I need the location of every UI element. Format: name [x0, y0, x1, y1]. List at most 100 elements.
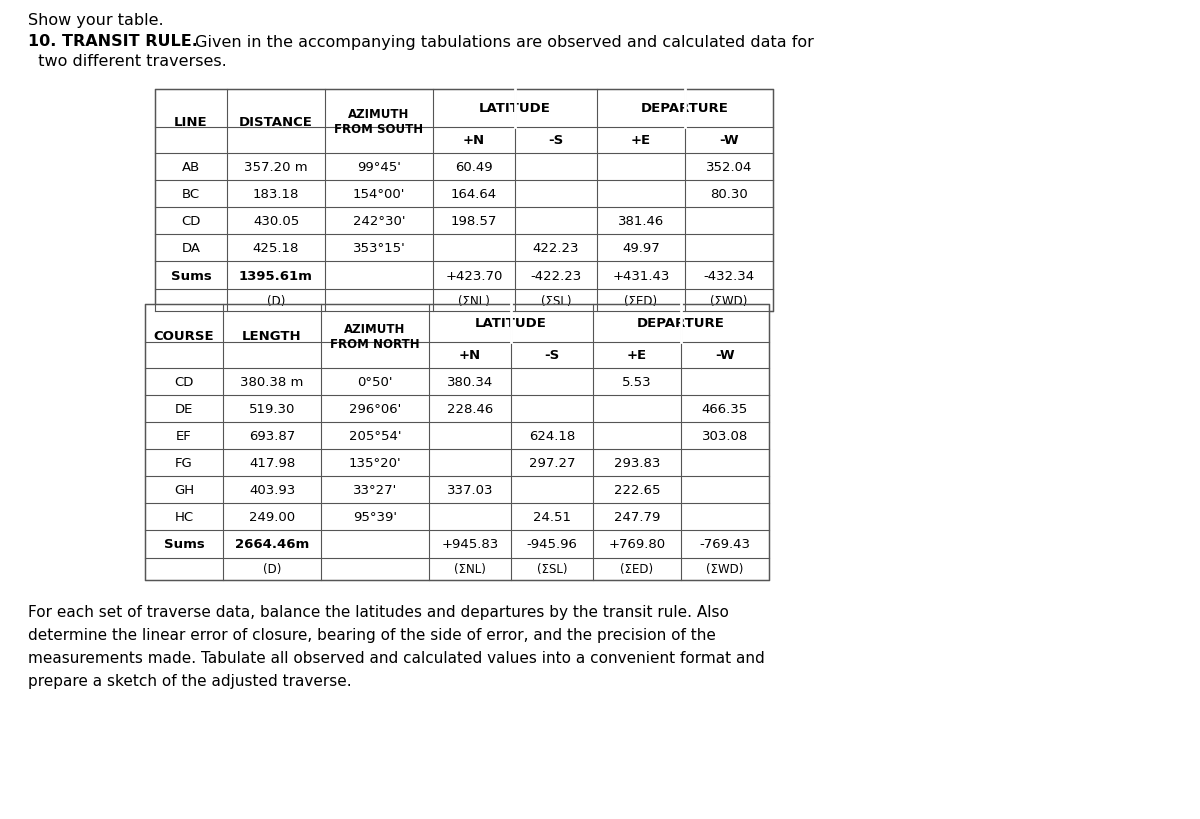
Text: EF: EF — [176, 429, 192, 442]
Text: -S: -S — [548, 134, 564, 147]
Text: 164.64: 164.64 — [451, 188, 497, 201]
Text: 296°06': 296°06' — [349, 402, 401, 415]
Text: 198.57: 198.57 — [451, 215, 497, 228]
Text: +945.83: +945.83 — [442, 538, 499, 551]
Text: 380.34: 380.34 — [446, 376, 493, 388]
Text: 353°15': 353°15' — [353, 242, 406, 255]
Text: 430.05: 430.05 — [253, 215, 299, 228]
Text: two different traverses.: two different traverses. — [28, 54, 227, 70]
Text: -769.43: -769.43 — [700, 538, 750, 551]
Text: 352.04: 352.04 — [706, 161, 752, 174]
Text: 403.93: 403.93 — [248, 483, 295, 496]
Text: 135°20': 135°20' — [349, 456, 401, 469]
Text: -W: -W — [719, 134, 739, 147]
Text: 222.65: 222.65 — [613, 483, 660, 496]
Text: COURSE: COURSE — [154, 330, 215, 343]
Text: LATITUDE: LATITUDE — [475, 317, 547, 330]
Text: (ΣED): (ΣED) — [620, 563, 654, 576]
Text: 205°54': 205°54' — [349, 429, 401, 442]
Text: 425.18: 425.18 — [253, 242, 299, 255]
Text: 380.38 m: 380.38 m — [240, 376, 304, 388]
Text: 95°39': 95°39' — [353, 510, 397, 523]
Text: 247.79: 247.79 — [614, 510, 660, 523]
Text: measurements made. Tabulate all observed and calculated values into a convenient: measurements made. Tabulate all observed… — [28, 651, 764, 666]
Text: LATITUDE: LATITUDE — [479, 102, 551, 115]
Text: (ΣWD): (ΣWD) — [707, 563, 744, 576]
Text: Sums: Sums — [170, 269, 211, 283]
Text: 1395.61m: 1395.61m — [239, 269, 313, 283]
Text: For each set of traverse data, balance the latitudes and departures by the trans: For each set of traverse data, balance t… — [28, 604, 728, 620]
Text: 99°45': 99°45' — [358, 161, 401, 174]
Text: AB: AB — [182, 161, 200, 174]
Text: 228.46: 228.46 — [446, 402, 493, 415]
Text: 49.97: 49.97 — [622, 242, 660, 255]
Text: 417.98: 417.98 — [248, 456, 295, 469]
Text: LENGTH: LENGTH — [242, 330, 302, 343]
Text: prepare a sketch of the adjusted traverse.: prepare a sketch of the adjusted travers… — [28, 674, 352, 689]
Text: 303.08: 303.08 — [702, 429, 748, 442]
Text: +E: +E — [631, 134, 652, 147]
Text: GH: GH — [174, 483, 194, 496]
Text: 10. TRANSIT RULE.: 10. TRANSIT RULE. — [28, 34, 198, 49]
Text: 381.46: 381.46 — [618, 215, 664, 228]
Text: AZIMUTH
FROM NORTH: AZIMUTH FROM NORTH — [330, 323, 420, 351]
Text: (ΣNL): (ΣNL) — [458, 294, 490, 307]
Text: -W: -W — [715, 349, 734, 362]
Text: +431.43: +431.43 — [612, 269, 670, 283]
Text: 293.83: 293.83 — [614, 456, 660, 469]
Text: 297.27: 297.27 — [529, 456, 575, 469]
Text: 33°27': 33°27' — [353, 483, 397, 496]
Text: FG: FG — [175, 456, 193, 469]
Text: 183.18: 183.18 — [253, 188, 299, 201]
Text: LINE: LINE — [174, 115, 208, 129]
Text: 154°00': 154°00' — [353, 188, 406, 201]
Text: -422.23: -422.23 — [530, 269, 582, 283]
Bar — [155, 90, 773, 311]
Text: 337.03: 337.03 — [446, 483, 493, 496]
Text: DISTANCE: DISTANCE — [239, 115, 313, 129]
Text: determine the linear error of closure, bearing of the side of error, and the pre: determine the linear error of closure, b… — [28, 627, 716, 643]
Text: DE: DE — [175, 402, 193, 415]
Text: 0°50': 0°50' — [358, 376, 392, 388]
Text: HC: HC — [174, 510, 193, 523]
Text: +N: +N — [458, 349, 481, 362]
Text: 5.53: 5.53 — [622, 376, 652, 388]
Text: (ΣWD): (ΣWD) — [710, 294, 748, 307]
Text: 422.23: 422.23 — [533, 242, 580, 255]
Text: 249.00: 249.00 — [248, 510, 295, 523]
Text: DEPARTURE: DEPARTURE — [637, 317, 725, 330]
Text: +E: +E — [626, 349, 647, 362]
Text: CD: CD — [174, 376, 193, 388]
Text: (ΣSL): (ΣSL) — [541, 294, 571, 307]
Text: Show your table.: Show your table. — [28, 12, 163, 28]
Text: (D): (D) — [266, 294, 286, 307]
Text: 519.30: 519.30 — [248, 402, 295, 415]
Text: -432.34: -432.34 — [703, 269, 755, 283]
Text: (ΣSL): (ΣSL) — [536, 563, 568, 576]
Text: Sums: Sums — [163, 538, 204, 551]
Text: 693.87: 693.87 — [248, 429, 295, 442]
Text: DA: DA — [181, 242, 200, 255]
Text: 242°30': 242°30' — [353, 215, 406, 228]
Text: 60.49: 60.49 — [455, 161, 493, 174]
Text: 24.51: 24.51 — [533, 510, 571, 523]
Text: 357.20 m: 357.20 m — [244, 161, 308, 174]
Text: (ΣED): (ΣED) — [624, 294, 658, 307]
Text: 2664.46m: 2664.46m — [235, 538, 310, 551]
Text: -S: -S — [545, 349, 559, 362]
Text: 624.18: 624.18 — [529, 429, 575, 442]
Text: (D): (D) — [263, 563, 281, 576]
Text: +N: +N — [463, 134, 485, 147]
Text: Given in the accompanying tabulations are observed and calculated data for: Given in the accompanying tabulations ar… — [190, 34, 814, 49]
Text: 466.35: 466.35 — [702, 402, 748, 415]
Text: AZIMUTH
FROM SOUTH: AZIMUTH FROM SOUTH — [335, 108, 424, 136]
Text: CD: CD — [181, 215, 200, 228]
Text: (ΣNL): (ΣNL) — [454, 563, 486, 576]
Bar — [145, 305, 769, 581]
Text: BC: BC — [182, 188, 200, 201]
Text: -945.96: -945.96 — [527, 538, 577, 551]
Text: 80.30: 80.30 — [710, 188, 748, 201]
Text: +769.80: +769.80 — [608, 538, 666, 551]
Text: +423.70: +423.70 — [445, 269, 503, 283]
Text: DEPARTURE: DEPARTURE — [641, 102, 728, 115]
